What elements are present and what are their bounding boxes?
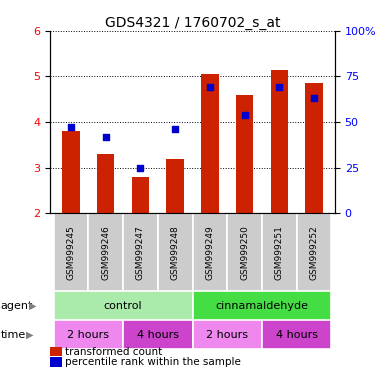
Point [241, 112, 248, 118]
Point [102, 134, 109, 140]
Bar [192, 291, 331, 320]
Text: cinnamaldehyde: cinnamaldehyde [216, 301, 308, 311]
Text: ▶: ▶ [26, 329, 33, 339]
Bar [132, 177, 149, 213]
Text: GSM999249: GSM999249 [205, 225, 214, 280]
Text: 4 hours: 4 hours [276, 329, 318, 339]
Text: agent: agent [1, 301, 33, 311]
Bar [262, 213, 297, 291]
Text: GSM999248: GSM999248 [171, 225, 180, 280]
Text: 4 hours: 4 hours [137, 329, 179, 339]
Bar [192, 320, 262, 349]
Bar [236, 94, 253, 213]
Text: GSM999252: GSM999252 [310, 225, 319, 280]
Bar [201, 74, 219, 213]
Bar [88, 213, 123, 291]
Text: 2 hours: 2 hours [67, 329, 109, 339]
Bar [54, 291, 192, 320]
Text: time: time [1, 329, 26, 339]
Bar [54, 320, 123, 349]
Text: GSM999247: GSM999247 [136, 225, 145, 280]
Text: ▶: ▶ [29, 301, 36, 311]
Point [311, 95, 317, 101]
Point [172, 126, 178, 132]
Bar [166, 159, 184, 213]
Bar [54, 213, 88, 291]
Bar [97, 154, 114, 213]
Bar [227, 213, 262, 291]
Text: GSM999250: GSM999250 [240, 225, 249, 280]
Bar [297, 213, 331, 291]
Text: GSM999246: GSM999246 [101, 225, 110, 280]
Point [207, 84, 213, 90]
Text: control: control [104, 301, 142, 311]
Bar [62, 131, 80, 213]
Point [137, 165, 144, 171]
Text: transformed count: transformed count [65, 347, 163, 357]
Text: GSM999245: GSM999245 [66, 225, 75, 280]
Text: percentile rank within the sample: percentile rank within the sample [65, 357, 241, 367]
Bar [271, 70, 288, 213]
Title: GDS4321 / 1760702_s_at: GDS4321 / 1760702_s_at [105, 16, 280, 30]
Bar [123, 320, 192, 349]
Bar [262, 320, 331, 349]
Bar [305, 83, 323, 213]
Text: 2 hours: 2 hours [206, 329, 248, 339]
Bar [123, 213, 158, 291]
Point [276, 84, 283, 90]
Text: GSM999251: GSM999251 [275, 225, 284, 280]
Bar [158, 213, 192, 291]
Point [68, 124, 74, 131]
Bar [192, 213, 227, 291]
